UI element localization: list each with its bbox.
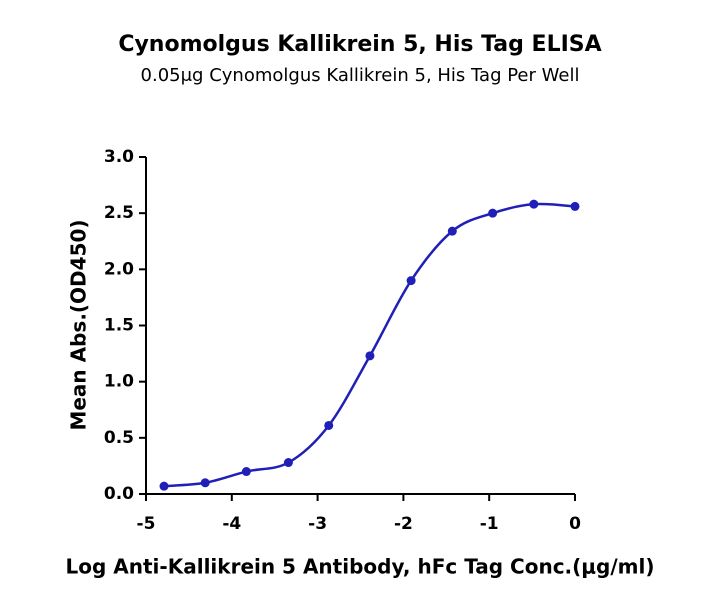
y-tick-label: 1.0 xyxy=(104,372,134,392)
x-tick-label: -5 xyxy=(137,514,156,534)
x-tick-label: -1 xyxy=(480,514,499,534)
data-point xyxy=(200,478,210,488)
y-tick-label: 2.5 xyxy=(104,203,134,223)
data-point xyxy=(241,467,251,477)
data-point xyxy=(488,208,498,218)
data-point xyxy=(406,276,416,286)
y-tick-label: 2.0 xyxy=(104,259,134,279)
y-tick-label: 3.0 xyxy=(104,147,134,167)
x-tick-label: -3 xyxy=(308,514,327,534)
chart-title: Cynomolgus Kallikrein 5, His Tag ELISA xyxy=(118,32,601,57)
y-tick-label: 1.5 xyxy=(104,316,134,336)
x-axis-label: Log Anti-Kallikrein 5 Antibody, hFc Tag … xyxy=(66,555,655,579)
y-axis-label: Mean Abs.(OD450) xyxy=(67,219,91,430)
x-tick-label: -2 xyxy=(394,514,413,534)
x-tick-label: -4 xyxy=(222,514,241,534)
data-point xyxy=(365,351,375,361)
data-point xyxy=(324,420,334,430)
y-tick-label: 0.5 xyxy=(104,428,134,448)
y-tick-label: 0.0 xyxy=(104,484,134,504)
curve xyxy=(163,202,576,488)
x-tick-label: 0 xyxy=(569,514,581,534)
data-point xyxy=(529,199,539,209)
chart-subtitle: 0.05μg Cynomolgus Kallikrein 5, His Tag … xyxy=(141,65,580,86)
data-point xyxy=(159,481,169,491)
data-point xyxy=(283,458,293,468)
data-point xyxy=(570,201,580,211)
data-point xyxy=(447,226,457,236)
